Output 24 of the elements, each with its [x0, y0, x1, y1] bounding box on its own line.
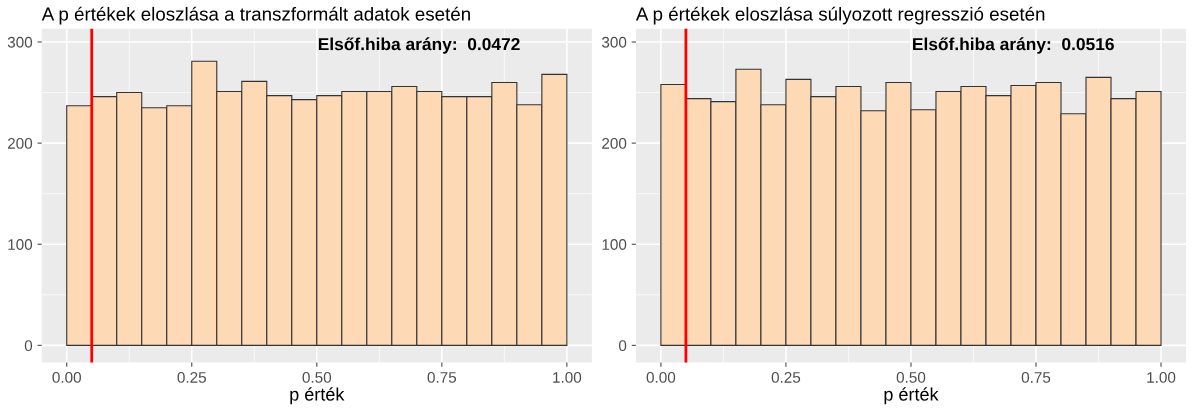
x-tick-label: 0.25 [177, 371, 206, 383]
x-tick-label: 0.75 [427, 371, 457, 383]
x-tick-label: 1.00 [553, 371, 582, 383]
x-axis-title: p érték [290, 387, 345, 405]
y-tick-label: 100 [8, 239, 33, 250]
x-tick-label: 0.50 [302, 371, 332, 383]
x-axis-title: p érték [884, 387, 939, 405]
y-tick-label: 300 [7, 36, 33, 48]
annotation: Elsőf.hiba arány: 0.0472 [318, 37, 520, 54]
x-tick-label: 0.00 [52, 371, 81, 383]
annotation: Elsőf.hiba arány: 0.0516 [913, 37, 1114, 54]
chart-title: A p értékek eloszlása súlyozott regresszió esetén [635, 6, 1045, 25]
y-tick-label: 200 [7, 137, 33, 149]
x-tick-label: 0.00 [646, 371, 676, 383]
y-tick-label: 300 [601, 36, 627, 48]
x-tick-label: 1.00 [1147, 371, 1176, 383]
chart-title: A p értékek eloszlása a transzformált adatok esetén [41, 6, 470, 25]
y-tick-label: 100 [602, 239, 627, 250]
y-tick-label: 200 [602, 137, 627, 149]
y-tick-label: 0 [24, 340, 33, 352]
x-tick-label: 0.50 [896, 371, 926, 383]
x-tick-label: 0.75 [1021, 371, 1051, 383]
x-tick-label: 0.25 [771, 371, 801, 383]
y-tick-label: 0 [618, 340, 627, 352]
